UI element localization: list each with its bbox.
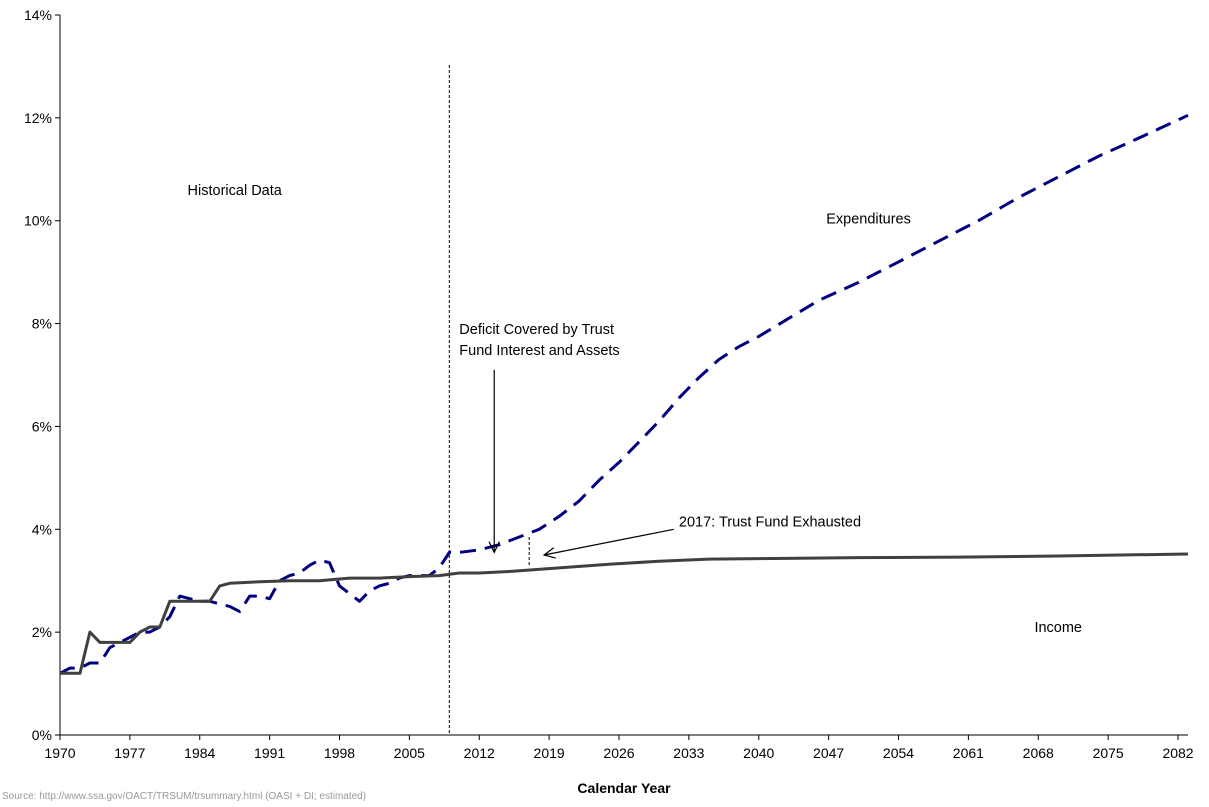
- exhausted-arrow-shaft: [544, 528, 675, 556]
- x-tick-label: 2082: [1162, 745, 1193, 761]
- x-tick-label: 2005: [394, 745, 425, 761]
- x-tick-label: 2026: [603, 745, 634, 761]
- x-tick-label: 2047: [813, 745, 844, 761]
- x-tick-label: 1991: [254, 745, 285, 761]
- axes-layer: 0% 2% 4% 6% 8% 10% 12% 14% 1970 1977 1984 1991 1998 2…: [24, 7, 1194, 761]
- annotations-layer: Historical Data Expenditures Income Defi…: [2, 183, 1082, 802]
- y-tick-label: 10%: [24, 213, 52, 229]
- y-tick-label: 8%: [32, 316, 52, 332]
- x-tick-label: 2040: [743, 745, 774, 761]
- y-tick-label: 0%: [32, 727, 52, 743]
- y-tick-label: 4%: [32, 521, 52, 537]
- x-tick-label: 2054: [883, 745, 914, 761]
- x-axis-title: Calendar Year: [577, 780, 671, 796]
- footnote: Source: http://www.ssa.gov/OACT/TRSUM/tr…: [2, 791, 366, 802]
- exhausted-label: 2017: Trust Fund Exhausted: [679, 515, 861, 531]
- x-tick-label: 1970: [44, 745, 75, 761]
- historical-data-label: Historical Data: [188, 183, 283, 199]
- deficit-label-line2: Fund Interest and Assets: [459, 343, 619, 359]
- x-tick-label: 2019: [534, 745, 565, 761]
- lines-layer: [59, 65, 1189, 735]
- income-label: Income: [1034, 620, 1082, 636]
- income-series-line: [60, 552, 1189, 675]
- x-tick-label: 1998: [324, 745, 355, 761]
- expenditures-series-line: [59, 113, 1189, 675]
- x-tick-label: 2068: [1023, 745, 1054, 761]
- x-tick-label: 2075: [1093, 745, 1124, 761]
- deficit-arrow-head: [488, 541, 500, 554]
- x-tick-label: 2033: [673, 745, 704, 761]
- y-tick-label: 6%: [32, 418, 52, 434]
- x-tick-label: 1977: [114, 745, 145, 761]
- expenditures-label: Expenditures: [826, 211, 911, 227]
- exhausted-arrow-head: [542, 547, 556, 559]
- y-tick-label: 2%: [32, 624, 52, 640]
- deficit-label-line1: Deficit Covered by Trust: [459, 322, 614, 338]
- x-tick-label: 2012: [464, 745, 495, 761]
- x-tick-label: 1984: [184, 745, 215, 761]
- y-tick-label: 12%: [24, 110, 52, 126]
- y-tick-label: 14%: [24, 7, 52, 23]
- x-tick-label: 2061: [953, 745, 984, 761]
